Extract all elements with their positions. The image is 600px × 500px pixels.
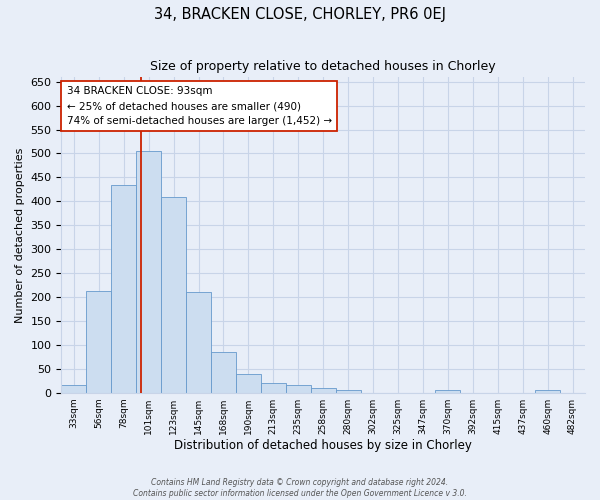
Text: 34, BRACKEN CLOSE, CHORLEY, PR6 0EJ: 34, BRACKEN CLOSE, CHORLEY, PR6 0EJ bbox=[154, 8, 446, 22]
Bar bbox=[86, 292, 111, 392]
Bar bbox=[111, 184, 136, 392]
Bar bbox=[211, 352, 236, 393]
Bar bbox=[186, 292, 211, 392]
Bar bbox=[286, 384, 311, 392]
Bar bbox=[261, 383, 286, 392]
Bar bbox=[535, 390, 560, 392]
Text: Contains HM Land Registry data © Crown copyright and database right 2024.
Contai: Contains HM Land Registry data © Crown c… bbox=[133, 478, 467, 498]
Bar bbox=[161, 196, 186, 392]
Y-axis label: Number of detached properties: Number of detached properties bbox=[15, 147, 25, 322]
Bar bbox=[236, 374, 261, 392]
Bar bbox=[311, 388, 335, 392]
Bar bbox=[61, 384, 86, 392]
Bar bbox=[136, 151, 161, 392]
Bar bbox=[335, 390, 361, 392]
Title: Size of property relative to detached houses in Chorley: Size of property relative to detached ho… bbox=[151, 60, 496, 73]
Text: 34 BRACKEN CLOSE: 93sqm
← 25% of detached houses are smaller (490)
74% of semi-d: 34 BRACKEN CLOSE: 93sqm ← 25% of detache… bbox=[67, 86, 332, 126]
Bar bbox=[436, 390, 460, 392]
X-axis label: Distribution of detached houses by size in Chorley: Distribution of detached houses by size … bbox=[174, 440, 472, 452]
